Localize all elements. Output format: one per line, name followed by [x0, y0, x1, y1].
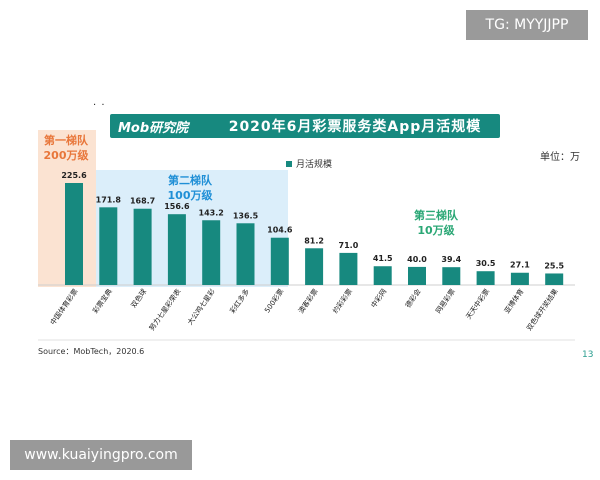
data-label-0: 225.6: [61, 171, 87, 180]
bar-1: [99, 207, 118, 285]
chart-title: 2020年6月彩票服务类App月活规模: [228, 119, 482, 135]
category-label-5: 彩红多多: [228, 287, 251, 315]
data-label-1: 171.8: [96, 195, 122, 204]
bar-3: [167, 214, 186, 285]
data-label-6: 104.6: [267, 226, 293, 235]
data-label-12: 30.5: [476, 259, 496, 268]
title-banner: [110, 114, 500, 138]
unit-label: 单位：万: [540, 152, 580, 163]
data-label-9: 41.5: [373, 254, 393, 263]
bar-0: [65, 183, 83, 285]
data-label-5: 136.5: [233, 211, 259, 220]
category-label-7: 澳客彩票: [296, 287, 319, 315]
legend-label: 月活规模: [296, 160, 333, 170]
category-label-3: 努力七星彩荣表: [147, 287, 182, 332]
decorative-dots: · ·: [93, 100, 106, 111]
bar-9: [373, 266, 392, 285]
watermark-bottom: www.kuaiyingpro.com: [10, 440, 192, 470]
category-label-2: 双色球: [129, 287, 148, 309]
data-label-7: 81.2: [304, 236, 324, 245]
watermark-top: TG: MYYJJPP: [466, 10, 588, 40]
tier1-scale: 200万级: [43, 149, 89, 162]
category-label-1: 彩票宝典: [91, 287, 114, 315]
category-label-10: 德彩会: [403, 287, 422, 309]
bar-2: [133, 208, 152, 285]
data-label-14: 25.5: [544, 261, 564, 270]
category-label-6: 500彩票: [262, 287, 285, 315]
data-label-13: 27.1: [510, 261, 530, 270]
page-number: 13: [582, 350, 594, 360]
category-label-0: 中国体育彩票: [48, 287, 79, 327]
category-label-14: 双色球开奖结果: [524, 287, 559, 332]
bar-13: [510, 272, 529, 285]
tier2-region: [96, 170, 288, 287]
bar-8: [339, 252, 358, 285]
category-label-12: 天天中彩票: [464, 287, 491, 321]
bar-12: [476, 271, 495, 285]
tier2-scale: 100万级: [167, 189, 213, 202]
tier2-label: 第二梯队 100万级: [150, 173, 230, 203]
bar-10: [408, 266, 426, 285]
mob-logo: Mob研究院: [118, 120, 189, 136]
data-label-4: 143.2: [199, 208, 224, 217]
data-label-11: 39.4: [441, 255, 461, 264]
category-label-8: 约彩彩票: [331, 287, 354, 315]
tier2-name: 第二梯队: [168, 174, 212, 187]
category-label-13: 亚博体育: [502, 287, 525, 315]
data-label-10: 40.0: [407, 255, 427, 264]
bar-11: [442, 267, 461, 285]
legend-swatch: [286, 160, 292, 167]
category-label-9: 中彩网: [369, 287, 388, 309]
tier3-scale: 10万级: [417, 224, 455, 237]
tier3-name: 第三梯队: [414, 209, 458, 222]
source-note: Source：MobTech，2020.6: [38, 347, 145, 356]
category-label-11: 网易彩票: [434, 287, 457, 315]
legend: 月活规模: [286, 157, 332, 170]
category-label-4: 大公鸡七星彩: [185, 287, 216, 327]
tier3-label: 第三梯队 10万级: [396, 208, 476, 238]
data-label-3: 156.6: [164, 202, 190, 211]
data-label-2: 168.7: [130, 197, 155, 206]
bar-7: [305, 248, 324, 285]
bar-14: [545, 273, 564, 285]
bar-5: [236, 223, 255, 285]
bar-6: [270, 237, 289, 285]
bar-4: [202, 220, 221, 285]
tier1-name: 第一梯队: [44, 134, 88, 147]
tier1-label: 第一梯队 200万级: [38, 133, 94, 163]
data-label-8: 71.0: [339, 241, 359, 250]
